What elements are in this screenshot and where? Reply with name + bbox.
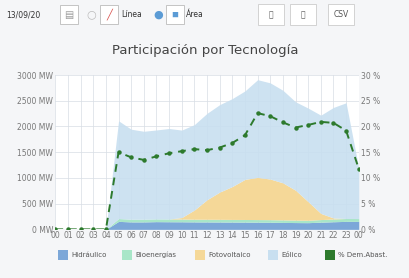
Text: ╱: ╱: [106, 9, 112, 21]
FancyBboxPatch shape: [257, 4, 283, 25]
FancyBboxPatch shape: [324, 250, 334, 260]
Text: ⎙: ⎙: [268, 10, 273, 19]
FancyBboxPatch shape: [166, 5, 184, 24]
Text: ⬜: ⬜: [300, 10, 305, 19]
Text: Bioenergías: Bioenergías: [135, 252, 175, 258]
FancyBboxPatch shape: [122, 250, 132, 260]
Text: ●: ●: [153, 10, 162, 19]
FancyBboxPatch shape: [195, 250, 204, 260]
FancyBboxPatch shape: [58, 250, 68, 260]
Text: 13/09/20: 13/09/20: [6, 10, 40, 19]
FancyBboxPatch shape: [327, 4, 353, 25]
Text: ▤: ▤: [64, 10, 74, 19]
Text: ◼: ◼: [171, 10, 178, 19]
Text: Área: Área: [186, 10, 203, 19]
FancyBboxPatch shape: [100, 5, 118, 24]
Text: Línea: Línea: [121, 10, 142, 19]
Text: Hidráulico: Hidráulico: [71, 252, 106, 258]
Text: Fotovoltaico: Fotovoltaico: [207, 252, 250, 258]
Text: ○: ○: [86, 10, 96, 19]
FancyBboxPatch shape: [60, 5, 78, 24]
Text: Participación por Tecnología: Participación por Tecnología: [112, 44, 297, 57]
FancyBboxPatch shape: [267, 250, 277, 260]
FancyBboxPatch shape: [289, 4, 315, 25]
Text: CSV: CSV: [333, 10, 348, 19]
Text: % Dem.Abast.: % Dem.Abast.: [337, 252, 387, 258]
Text: Eólico: Eólico: [280, 252, 301, 258]
